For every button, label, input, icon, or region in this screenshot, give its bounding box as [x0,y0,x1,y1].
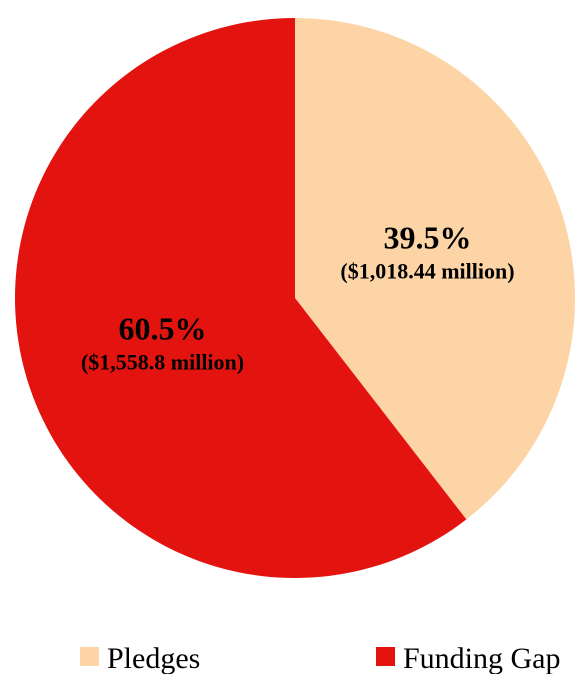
legend-label-pledges: Pledges [107,642,200,674]
legend-swatch-pledges [80,647,99,666]
pie-slice-funding-gap [15,18,467,578]
legend-label-funding-gap: Funding Gap [403,642,561,674]
pie-slice-pledges [295,18,575,520]
pie-slices [15,18,575,578]
legend: Pledges Funding Gap [80,642,561,674]
slice-amount-label: ($1,558.8 million) [81,349,244,374]
legend-swatch-funding-gap [376,647,395,666]
slice-percent-label: 60.5% [119,310,207,346]
slice-percent-label: 39.5% [383,220,471,256]
slice-amount-label: ($1,018.44 million) [340,259,514,284]
slice-labels: 39.5% ($1,018.44 million) 60.5% ($1,558.8 m… [81,220,515,375]
